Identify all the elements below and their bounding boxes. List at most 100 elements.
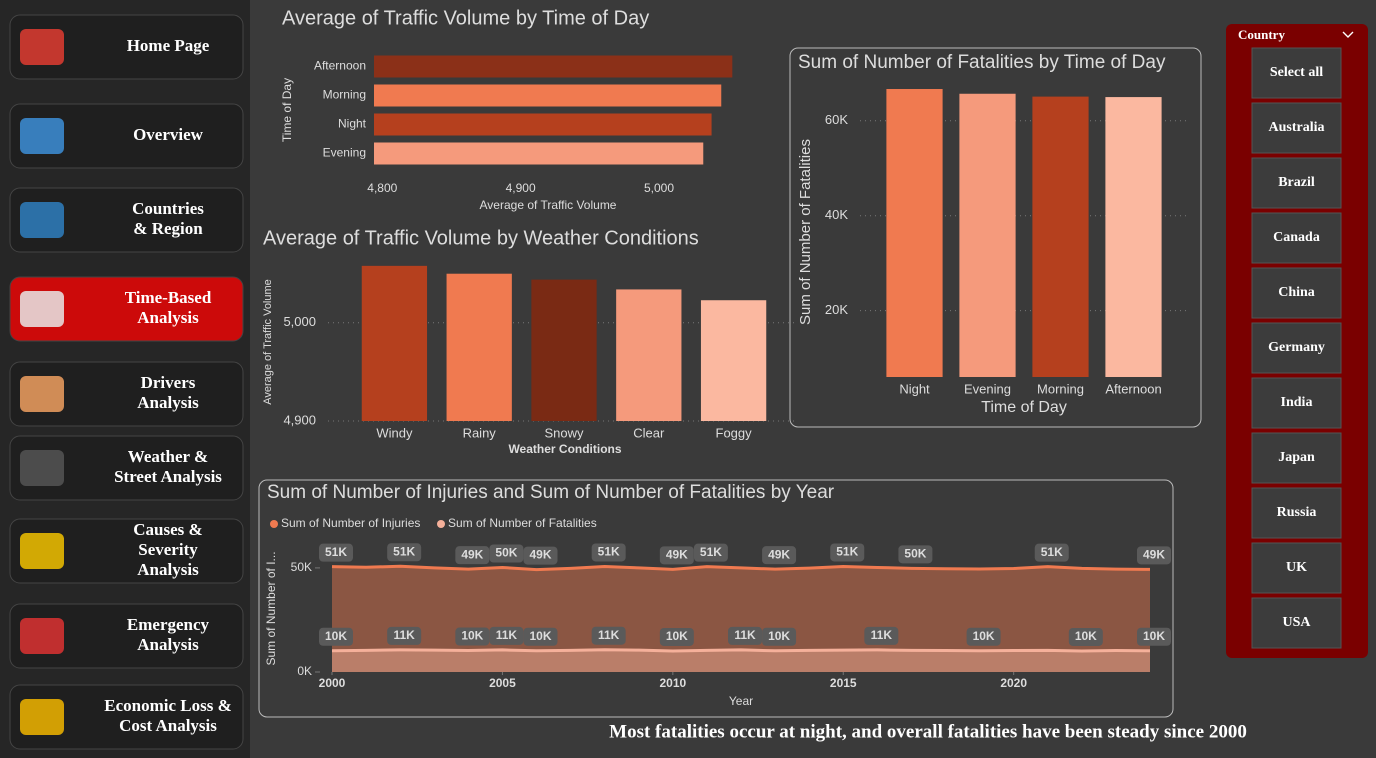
chart-card: [789, 47, 1202, 428]
slicer-item[interactable]: [1251, 267, 1342, 319]
data-label-box: [1137, 546, 1171, 565]
data-label: 10K: [325, 629, 347, 643]
nav-label: Causes &: [133, 520, 202, 539]
nav-icon: [20, 618, 64, 654]
nav-button[interactable]: [9, 435, 244, 501]
bar: [531, 279, 597, 421]
slicer-item[interactable]: [1251, 432, 1342, 484]
slicer-item[interactable]: [1251, 212, 1342, 264]
data-label: 51K: [393, 544, 415, 558]
data-label-box: [591, 626, 626, 645]
bar: [616, 289, 682, 421]
slicer-item[interactable]: [1251, 102, 1342, 154]
y-tick-label: 5,000: [283, 314, 316, 329]
bar: [361, 265, 428, 421]
data-label-box: [728, 626, 762, 645]
nav-icon: [20, 29, 64, 65]
nav-button[interactable]: [9, 518, 244, 584]
data-label: 11K: [871, 628, 893, 642]
data-label-box: [1034, 543, 1069, 562]
data-label: 51K: [836, 545, 858, 559]
nav-button[interactable]: [9, 276, 244, 342]
nav-button[interactable]: [9, 187, 244, 253]
legend-label: Sum of Number of Injuries: [281, 516, 420, 530]
x-tick-label: Clear: [633, 425, 665, 440]
data-label-box: [387, 626, 422, 645]
bar: [1032, 96, 1089, 377]
bar: [374, 142, 704, 165]
series-area: [332, 649, 1150, 672]
chart-title: Sum of Number of Injuries and Sum of Num…: [267, 482, 835, 503]
data-label: 51K: [700, 545, 722, 559]
x-tick-label: 5,000: [644, 181, 674, 195]
slicer-item[interactable]: [1251, 377, 1342, 429]
data-label: 10K: [1143, 629, 1165, 643]
legend-marker: [437, 520, 445, 528]
slicer-item-label: Select all: [1270, 65, 1323, 80]
data-label-box: [319, 543, 353, 562]
slicer-item[interactable]: [1251, 597, 1342, 649]
nav-label: Drivers: [141, 373, 196, 392]
x-axis-title: Average of Traffic Volume: [480, 198, 617, 212]
nav-label: & Region: [133, 219, 203, 238]
series-line: [331, 648, 1151, 653]
slicer-item-label: UK: [1286, 560, 1307, 575]
data-label: 49K: [529, 548, 551, 562]
y-tick-label: 60K: [825, 112, 848, 127]
slicer-item[interactable]: [1251, 157, 1342, 209]
y-tick-label: 4,900: [283, 412, 316, 427]
x-tick-label: Night: [899, 381, 930, 396]
y-tick-label: Evening: [323, 146, 366, 160]
nav-label: Street Analysis: [114, 467, 222, 486]
nav-icon: [20, 450, 64, 486]
data-label: 10K: [666, 629, 688, 643]
data-label-box: [693, 543, 728, 562]
nav-button[interactable]: [9, 684, 244, 750]
data-label-box: [387, 543, 422, 562]
series-line: [331, 564, 1151, 572]
chart-title: Average of Traffic Volume by Time of Day: [282, 7, 649, 29]
data-label: 50K: [495, 546, 517, 560]
data-label: 11K: [734, 628, 756, 642]
x-tick-label: Evening: [964, 381, 1011, 396]
x-tick-label: Rainy: [463, 425, 497, 440]
nav-label: Weather &: [128, 447, 208, 466]
bar: [374, 84, 722, 107]
nav-label: Analysis: [137, 308, 199, 327]
x-tick-label: Foggy: [716, 425, 753, 440]
nav-label: Cost Analysis: [119, 716, 217, 735]
nav-icon: [20, 202, 64, 238]
x-tick-label: Windy: [376, 425, 413, 440]
data-label-box: [455, 546, 490, 565]
x-tick-label: Morning: [1037, 381, 1084, 396]
nav-label: Time-Based: [125, 288, 212, 307]
nav-label: Analysis: [137, 560, 199, 579]
data-label-box: [830, 543, 865, 562]
nav-label: Overview: [133, 125, 204, 144]
nav-button[interactable]: [9, 14, 244, 80]
slicer-item[interactable]: [1251, 542, 1342, 594]
y-tick-label: Afternoon: [314, 59, 366, 73]
data-label: 49K: [666, 548, 688, 562]
y-tick-label: Night: [338, 117, 367, 131]
nav-label: Countries: [132, 199, 204, 218]
data-label-box: [1137, 627, 1171, 646]
data-label-box: [762, 627, 797, 646]
nav-button[interactable]: [9, 361, 244, 427]
nav-label: Economic Loss &: [104, 696, 232, 715]
y-tick-label: 50K: [291, 560, 312, 574]
slicer-item[interactable]: [1251, 487, 1342, 539]
x-axis-title: Year: [729, 694, 753, 708]
y-tick-label: 20K: [825, 302, 848, 317]
y-tick-label: 40K: [825, 207, 848, 222]
nav-button[interactable]: [9, 103, 244, 169]
chart-title: Average of Traffic Volume by Weather Con…: [263, 227, 699, 249]
slicer-item[interactable]: [1251, 322, 1342, 374]
slicer-item-label: Australia: [1269, 120, 1325, 135]
nav-label: Emergency: [127, 615, 210, 634]
legend-marker: [270, 520, 278, 528]
data-label-box: [762, 546, 797, 565]
slicer-item[interactable]: [1251, 47, 1342, 99]
nav-button[interactable]: [9, 603, 244, 669]
